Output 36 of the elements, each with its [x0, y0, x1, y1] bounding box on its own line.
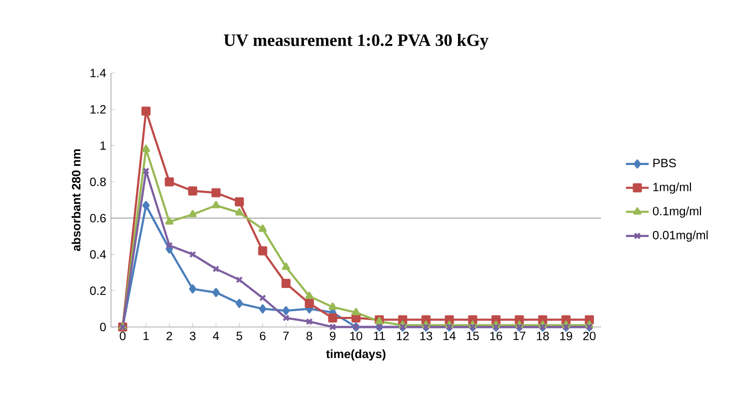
y-tick-label: 0.6 [90, 214, 106, 222]
y-tick-label: 0.4 [90, 250, 106, 259]
x-tick-label: 1 [144, 332, 149, 340]
x-tick-label: 11 [374, 332, 385, 340]
x-tick-label: 4 [212, 332, 219, 340]
x-tick-label: 0 [120, 332, 126, 340]
chart-title: UV measurement 1:0.2 PVA 30 kGy [224, 34, 488, 50]
x-tick-label: 15 [466, 332, 479, 340]
x-tick-label: 16 [490, 332, 502, 340]
x-tick-label: 8 [306, 332, 312, 340]
y-tick-label: 1 [100, 141, 106, 150]
x-tick-label: 20 [583, 332, 596, 340]
x-tick-label: 19 [560, 332, 572, 340]
y-axis-title: absorbant 280 nm [72, 149, 80, 251]
x-tick-label: 6 [260, 332, 266, 340]
y-tick-label: 0.8 [90, 178, 106, 186]
x-tick-label: 17 [514, 332, 526, 340]
y-tick-label: 0.2 [90, 286, 106, 295]
x-tick-label: 2 [166, 332, 172, 340]
x-axis-title: time(days) [326, 349, 386, 361]
x-tick-label: 9 [330, 332, 336, 340]
x-tick-label: 10 [350, 332, 362, 340]
y-tick-label: 1.2 [90, 105, 106, 114]
legend-label: 1mg/ml [653, 182, 691, 194]
legend-label: 0.01mg/ml [652, 230, 708, 242]
legend-label: 0.1mg/ml [652, 206, 701, 218]
x-tick-label: 14 [444, 332, 456, 340]
x-tick-label: 18 [536, 332, 549, 340]
y-tick-label: 1.4 [90, 68, 106, 78]
x-tick-label: 13 [420, 332, 432, 340]
legend-label: PBS [653, 158, 676, 168]
x-tick-label: 12 [396, 332, 409, 340]
x-tick-label: 3 [190, 332, 196, 340]
x-tick-label: 7 [283, 332, 289, 340]
y-tick-label: 0 [100, 322, 106, 332]
x-tick-label: 5 [236, 332, 242, 340]
